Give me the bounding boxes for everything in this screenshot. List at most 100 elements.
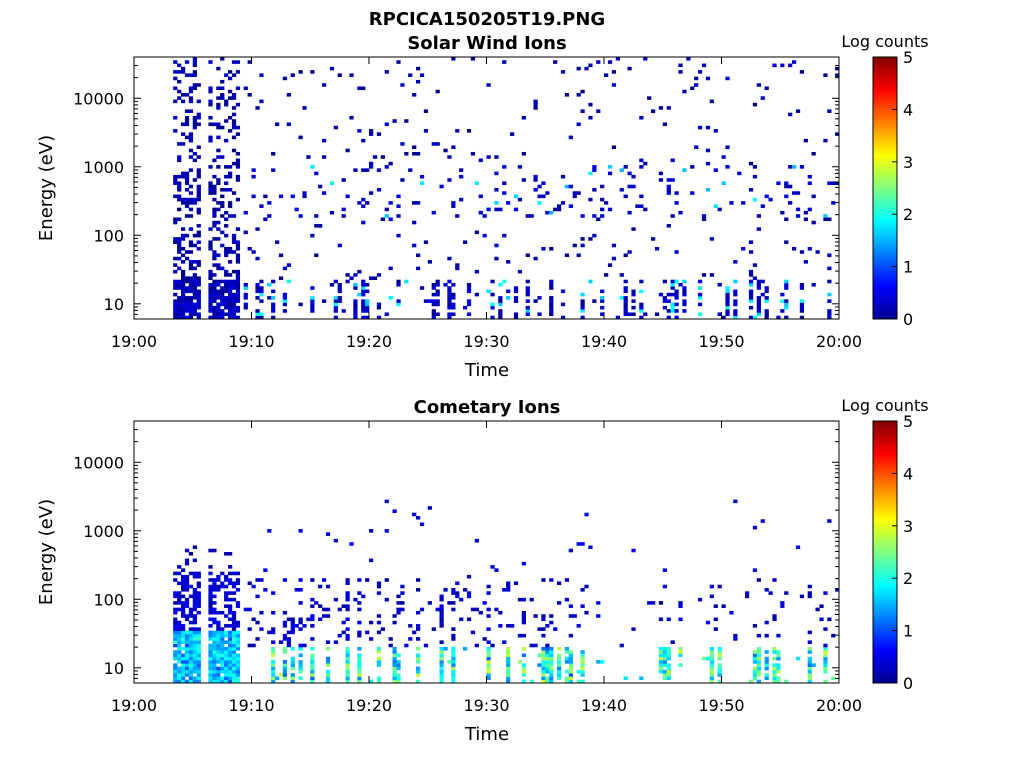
heatmap-cell xyxy=(271,660,276,664)
heatmap-cell xyxy=(188,653,194,658)
heatmap-cell xyxy=(439,660,444,664)
heatmap-cell xyxy=(271,650,276,654)
heatmap-cell xyxy=(588,237,593,241)
heatmap-cell xyxy=(208,604,213,608)
heatmap-cell xyxy=(439,607,444,612)
heatmap-cell xyxy=(541,669,546,674)
heatmap-cell xyxy=(666,188,671,192)
heatmap-cell xyxy=(372,155,378,159)
heatmap-cell xyxy=(318,604,323,608)
heatmap-cell xyxy=(216,646,221,651)
heatmap-cell xyxy=(795,207,801,212)
heatmap-cell xyxy=(188,669,194,674)
heatmap-cell xyxy=(196,240,201,244)
heatmap-cell xyxy=(208,289,213,294)
heatmap-cell xyxy=(654,312,660,317)
heatmap-cell xyxy=(235,286,241,290)
heatmap-cell xyxy=(310,70,315,74)
heatmap-cell xyxy=(192,122,197,127)
heatmap-cell xyxy=(220,299,225,303)
heatmap-cell xyxy=(192,233,197,238)
heatmap-cell xyxy=(224,597,229,602)
heatmap-cell xyxy=(181,594,186,599)
heatmap-cell xyxy=(513,299,519,303)
heatmap-cell xyxy=(224,591,229,595)
heatmap-cell xyxy=(173,76,178,81)
heatmap-cell xyxy=(435,142,440,146)
heatmap-cell xyxy=(490,302,495,307)
heatmap-cell xyxy=(776,633,781,638)
heatmap-cell xyxy=(600,312,605,317)
heatmap-cell xyxy=(290,620,295,625)
heatmap-cell xyxy=(419,286,425,290)
heatmap-cell xyxy=(392,669,397,674)
heatmap-cell xyxy=(181,663,186,667)
heatmap-cell xyxy=(396,594,401,599)
heatmap-cell xyxy=(678,63,683,68)
heatmap-cell xyxy=(224,650,229,654)
heatmap-cell xyxy=(748,299,754,303)
heatmap-cell xyxy=(807,663,812,667)
heatmap-cell xyxy=(568,673,573,677)
heatmap-cell xyxy=(353,302,358,307)
heatmap-cell xyxy=(357,620,362,625)
heatmap-cell xyxy=(772,673,777,677)
heatmap-cell xyxy=(220,79,225,84)
heatmap-cell xyxy=(580,660,585,664)
heatmap-cell xyxy=(345,663,350,667)
heatmap-cell xyxy=(549,679,554,684)
heatmap-cell xyxy=(224,224,229,228)
heatmap-cell xyxy=(764,286,769,290)
figure-title: RPCICA150205T19.PNG xyxy=(369,9,605,30)
heatmap-cell xyxy=(216,312,221,317)
heatmap-cell xyxy=(184,581,190,586)
heatmap-cell xyxy=(310,666,315,671)
heatmap-cell xyxy=(639,165,644,169)
heatmap-cell xyxy=(521,663,526,667)
heatmap-cell xyxy=(419,607,425,612)
heatmap-cell xyxy=(259,578,264,582)
heatmap-cell xyxy=(506,673,511,677)
heatmap-cell xyxy=(741,246,746,251)
heatmap-cell xyxy=(780,210,785,215)
heatmap-cell xyxy=(216,302,221,307)
heatmap-cell xyxy=(486,83,491,87)
heatmap-cell xyxy=(709,656,714,661)
heatmap-cell xyxy=(549,578,554,582)
heatmap-cell xyxy=(259,289,264,294)
heatmap-cell xyxy=(282,578,288,582)
heatmap-cell xyxy=(345,679,350,684)
heatmap-cell xyxy=(310,614,315,618)
heatmap-cell xyxy=(549,296,554,300)
heatmap-cell xyxy=(177,184,182,189)
heatmap-cell xyxy=(451,663,456,667)
heatmap-cell xyxy=(337,289,342,294)
heatmap-cell xyxy=(282,266,288,271)
heatmap-cell xyxy=(705,620,711,625)
heatmap-cell xyxy=(557,581,562,586)
heatmap-cell xyxy=(760,96,765,100)
heatmap-cell xyxy=(807,591,812,595)
heatmap-cell xyxy=(560,70,566,74)
heatmap-cell xyxy=(243,286,248,290)
heatmap-cell xyxy=(212,279,217,284)
heatmap-cell xyxy=(619,168,624,172)
heatmap-cell xyxy=(220,279,225,284)
heatmap-cell xyxy=(228,597,233,602)
heatmap-cell xyxy=(423,643,429,648)
heatmap-cell xyxy=(173,292,178,297)
heatmap-cell xyxy=(560,174,566,179)
heatmap-cell xyxy=(184,122,190,127)
heatmap-cell xyxy=(181,679,186,684)
heatmap-cell xyxy=(745,594,750,599)
heatmap-cell xyxy=(541,246,546,251)
heatmap-cell xyxy=(212,584,217,589)
heatmap-cell xyxy=(733,289,738,294)
heatmap-cell xyxy=(752,656,758,661)
heatmap-cell xyxy=(192,276,197,280)
heatmap-cell xyxy=(435,279,440,284)
heatmap-cell xyxy=(290,679,295,684)
heatmap-cell xyxy=(506,201,511,205)
heatmap-cell xyxy=(545,650,550,654)
heatmap-cell xyxy=(807,676,812,681)
